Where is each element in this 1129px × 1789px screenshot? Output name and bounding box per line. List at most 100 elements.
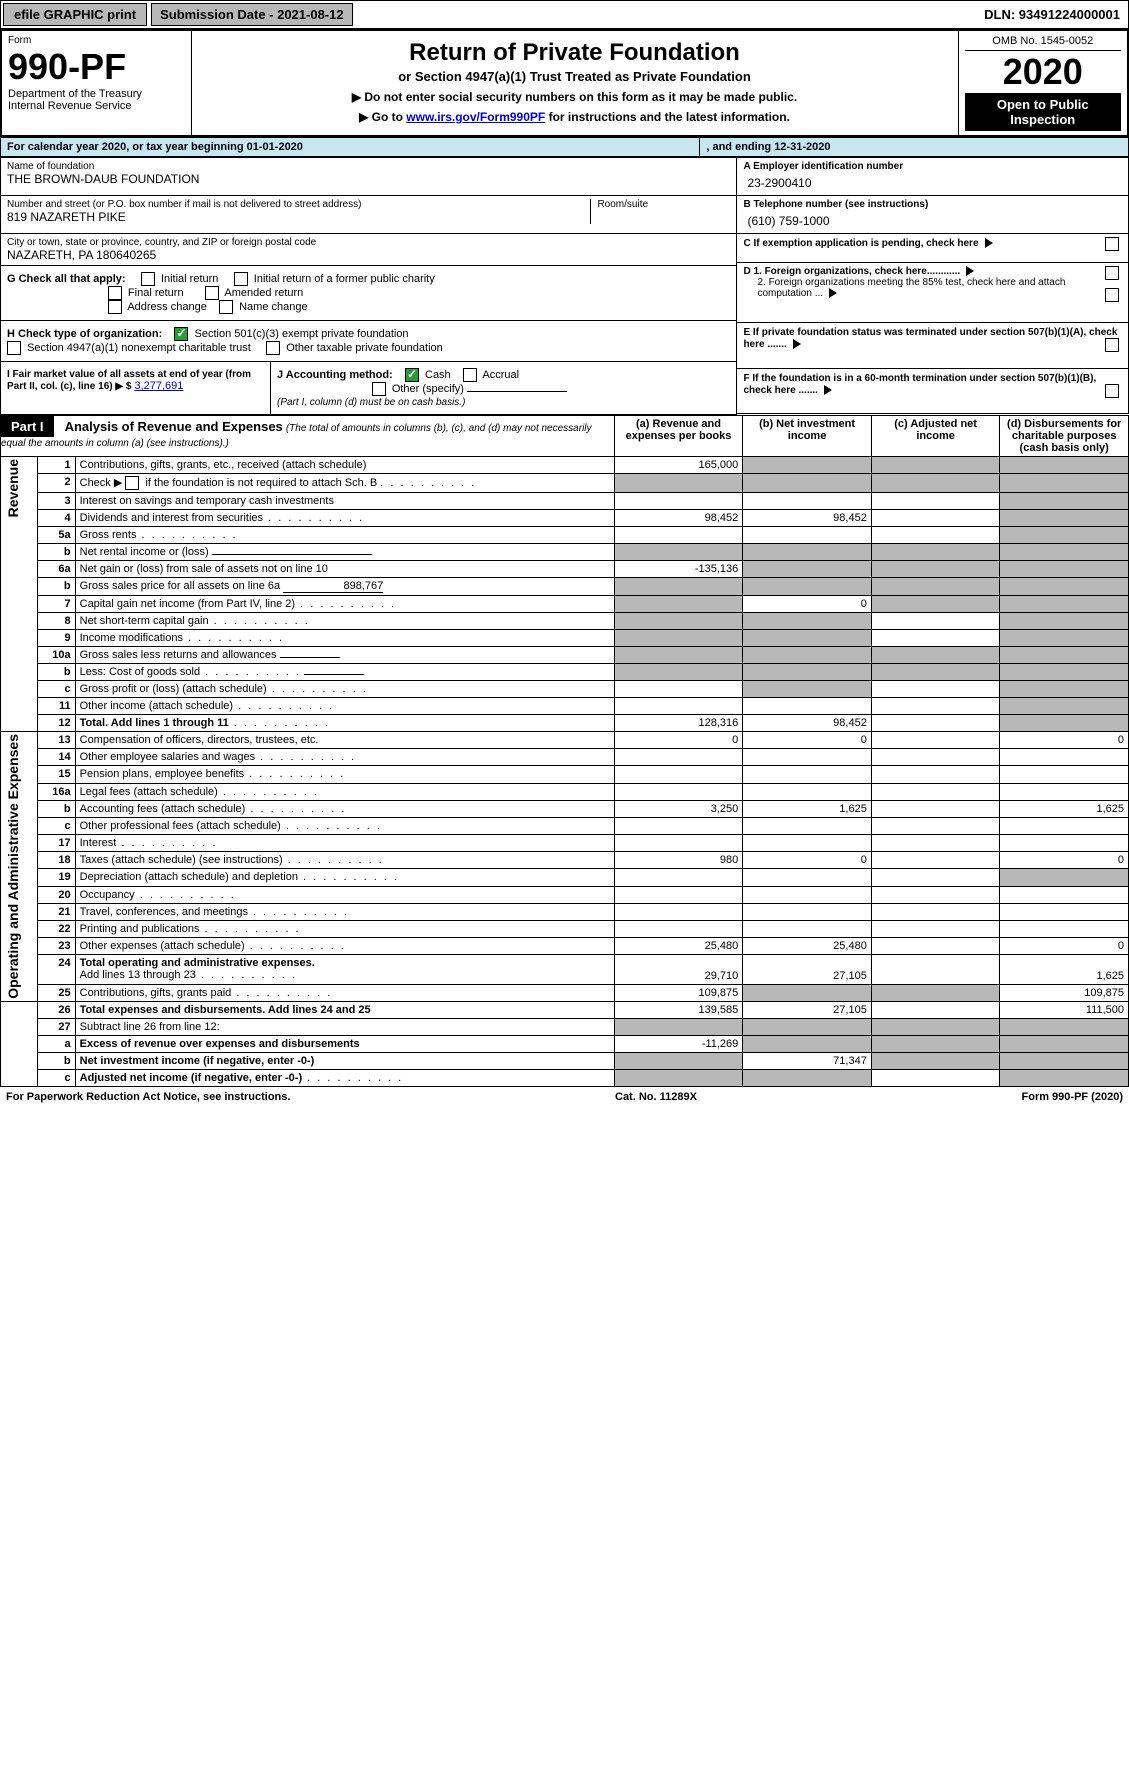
row-num: 21 <box>38 903 75 920</box>
amt-d: 0 <box>1000 852 1129 869</box>
row-desc: Check ▶ if the foundation is not require… <box>75 474 614 493</box>
final-return-label: Final return <box>128 287 184 299</box>
form-link[interactable]: www.irs.gov/Form990PF <box>406 110 545 124</box>
other-method-checkbox[interactable] <box>372 382 386 396</box>
table-row: 21 Travel, conferences, and meetings <box>1 903 1129 920</box>
gross-sales-less-input[interactable] <box>280 657 340 658</box>
address-change-checkbox[interactable] <box>108 300 122 314</box>
amt-a: 98,452 <box>614 510 743 527</box>
name-label: Name of foundation <box>7 161 730 172</box>
amt-a: 139,585 <box>614 1001 743 1018</box>
table-row: 18 Taxes (attach schedule) (see instruct… <box>1 852 1129 869</box>
row-desc: Net gain or (loss) from sale of assets n… <box>75 561 614 578</box>
ein: 23-2900410 <box>743 172 1122 192</box>
final-return-checkbox[interactable] <box>108 286 122 300</box>
row-num: 8 <box>38 613 75 630</box>
table-row: Operating and Administrative Expenses 13… <box>1 732 1129 749</box>
sch-b-checkbox[interactable] <box>125 476 139 490</box>
initial-return-checkbox[interactable] <box>141 272 155 286</box>
amt-b: 71,347 <box>743 1052 872 1069</box>
irs: Internal Revenue Service <box>8 100 185 112</box>
row-num: a <box>38 1035 75 1052</box>
amt-a: 128,316 <box>614 715 743 732</box>
accrual-label: Accrual <box>482 369 519 381</box>
table-row: c Gross profit or (loss) (attach schedul… <box>1 681 1129 698</box>
row-desc: Occupancy <box>75 886 614 903</box>
cash-label: Cash <box>425 369 451 381</box>
row-desc: Gross sales price for all assets on line… <box>75 578 614 596</box>
amt-a: 25,480 <box>614 938 743 955</box>
amended-return-checkbox[interactable] <box>205 286 219 300</box>
row-desc: Excess of revenue over expenses and disb… <box>75 1035 614 1052</box>
amt-c <box>871 457 1000 474</box>
cash-checkbox[interactable] <box>405 368 419 382</box>
4947-label: Section 4947(a)(1) nonexempt charitable … <box>27 342 251 354</box>
amt-b: 27,105 <box>743 1001 872 1018</box>
row-desc: Legal fees (attach schedule) <box>75 783 614 800</box>
c-checkbox[interactable] <box>1105 237 1119 251</box>
gross-sales-input[interactable]: 898,767 <box>283 580 383 593</box>
501c3-checkbox[interactable] <box>174 327 188 341</box>
amt-d: 1,625 <box>1000 800 1129 817</box>
other-method-label: Other (specify) <box>392 383 464 395</box>
d2-checkbox[interactable] <box>1105 288 1119 302</box>
cat-no: Cat. No. 11289X <box>615 1091 697 1103</box>
row-desc: Taxes (attach schedule) (see instruction… <box>75 852 614 869</box>
amt-d: 0 <box>1000 938 1129 955</box>
f-checkbox[interactable] <box>1105 384 1119 398</box>
table-row: 16a Legal fees (attach schedule) <box>1 783 1129 800</box>
j-note: (Part I, column (d) must be on cash basi… <box>277 397 465 408</box>
row-num: 2 <box>38 474 75 493</box>
row-num: 25 <box>38 984 75 1001</box>
initial-former-checkbox[interactable] <box>234 272 248 286</box>
table-row: c Other professional fees (attach schedu… <box>1 817 1129 834</box>
fmv-value[interactable]: 3,277,691 <box>134 380 183 392</box>
part1-table: Part I Analysis of Revenue and Expenses … <box>0 415 1129 1087</box>
tax-year: 2020 <box>965 51 1122 93</box>
row-desc: Travel, conferences, and meetings <box>75 903 614 920</box>
row-desc: Contributions, gifts, grants paid <box>75 984 614 1001</box>
d1-checkbox[interactable] <box>1105 266 1119 280</box>
addr-label: Number and street (or P.O. box number if… <box>7 199 590 210</box>
ssn-note: ▶ Do not enter social security numbers o… <box>198 90 952 104</box>
street-address: 819 NAZARETH PIKE <box>7 210 590 224</box>
cogs-input[interactable] <box>304 674 364 675</box>
amt-a: 109,875 <box>614 984 743 1001</box>
amt-b: 98,452 <box>743 510 872 527</box>
other-method-input[interactable] <box>467 391 567 392</box>
header-right: OMB No. 1545-0052 2020 Open to Public In… <box>958 30 1128 136</box>
amt-b: 0 <box>743 732 872 749</box>
row-desc: Interest on savings and temporary cash i… <box>75 493 614 510</box>
topbar: efile GRAPHIC print Submission Date - 20… <box>0 0 1129 29</box>
form-title: Return of Private Foundation <box>198 39 952 67</box>
rental-input[interactable] <box>212 554 372 555</box>
row-desc: Less: Cost of goods sold <box>75 664 614 681</box>
501c3-label: Section 501(c)(3) exempt private foundat… <box>195 328 409 340</box>
arrow-icon <box>985 238 993 248</box>
row-num: 17 <box>38 835 75 852</box>
form-number: 990-PF <box>8 46 185 88</box>
form-ref: Form 990-PF (2020) <box>1022 1091 1123 1103</box>
amt-a: -135,136 <box>614 561 743 578</box>
d2-label: 2. Foreign organizations meeting the 85%… <box>743 277 1122 299</box>
row-num: 22 <box>38 920 75 937</box>
row-num: 15 <box>38 766 75 783</box>
entity-info: Name of foundation THE BROWN-DAUB FOUNDA… <box>0 157 1129 415</box>
row-num: 1 <box>38 457 75 474</box>
row-num: b <box>38 800 75 817</box>
name-change-checkbox[interactable] <box>219 300 233 314</box>
paperwork-notice: For Paperwork Reduction Act Notice, see … <box>6 1091 290 1103</box>
e-checkbox[interactable] <box>1105 338 1119 352</box>
accrual-checkbox[interactable] <box>463 368 477 382</box>
city-state-zip: NAZARETH, PA 180640265 <box>7 248 730 262</box>
other-taxable-checkbox[interactable] <box>266 341 280 355</box>
efile-print-button[interactable]: efile GRAPHIC print <box>3 3 147 26</box>
4947-checkbox[interactable] <box>7 341 21 355</box>
h-label: H Check type of organization: <box>7 328 162 340</box>
amt-a: 165,000 <box>614 457 743 474</box>
table-row: 11 Other income (attach schedule) <box>1 698 1129 715</box>
row-desc: Other employee salaries and wages <box>75 749 614 766</box>
col-d-header: (d) Disbursements for charitable purpose… <box>1000 416 1129 457</box>
table-row: 15 Pension plans, employee benefits <box>1 766 1129 783</box>
table-row: 12 Total. Add lines 1 through 11 128,316… <box>1 715 1129 732</box>
